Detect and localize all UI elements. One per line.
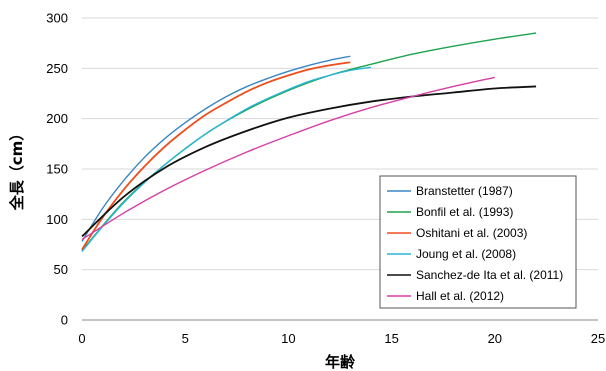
x-tick-label: 10	[281, 331, 295, 346]
y-tick-label: 50	[54, 262, 68, 277]
x-axis-title: 年齢	[325, 353, 356, 371]
series-line	[81, 85, 537, 238]
series-line	[81, 55, 351, 242]
x-tick-label: 20	[488, 331, 502, 346]
legend-label: Sanchez-de Ita et al. (2011)	[416, 268, 563, 282]
series-line	[81, 61, 351, 251]
y-tick-label: 250	[46, 61, 68, 76]
series-line	[81, 76, 495, 241]
legend-label: Bonfil et al. (1993)	[416, 205, 513, 219]
x-tick-label: 0	[78, 331, 85, 346]
y-tick-labels: 0 50 100 150 200 250 300	[46, 11, 68, 328]
y-tick-label: 150	[46, 162, 68, 177]
legend-label: Oshitani et al. (2003)	[416, 226, 527, 240]
legend-label: Branstetter (1987)	[416, 184, 513, 198]
x-tick-label: 25	[591, 331, 605, 346]
legend: Branstetter (1987) Bonfil et al. (1993) Os…	[379, 175, 577, 309]
x-tick-label: 5	[182, 331, 189, 346]
y-tick-label: 300	[46, 11, 68, 26]
y-tick-label: 100	[46, 212, 68, 227]
x-tick-label: 15	[384, 331, 398, 346]
x-tick-labels: 0 5 10 15 20 25	[78, 331, 605, 346]
y-tick-label: 0	[61, 313, 68, 328]
series-lines	[81, 32, 537, 252]
y-axis-title: 全長（cm）	[8, 126, 26, 212]
legend-label: Hall et al. (2012)	[416, 289, 504, 303]
y-tick-label: 200	[46, 111, 68, 126]
series-line	[81, 66, 372, 252]
legend-label: Joung et al. (2008)	[416, 247, 516, 261]
legend-box	[379, 175, 577, 309]
